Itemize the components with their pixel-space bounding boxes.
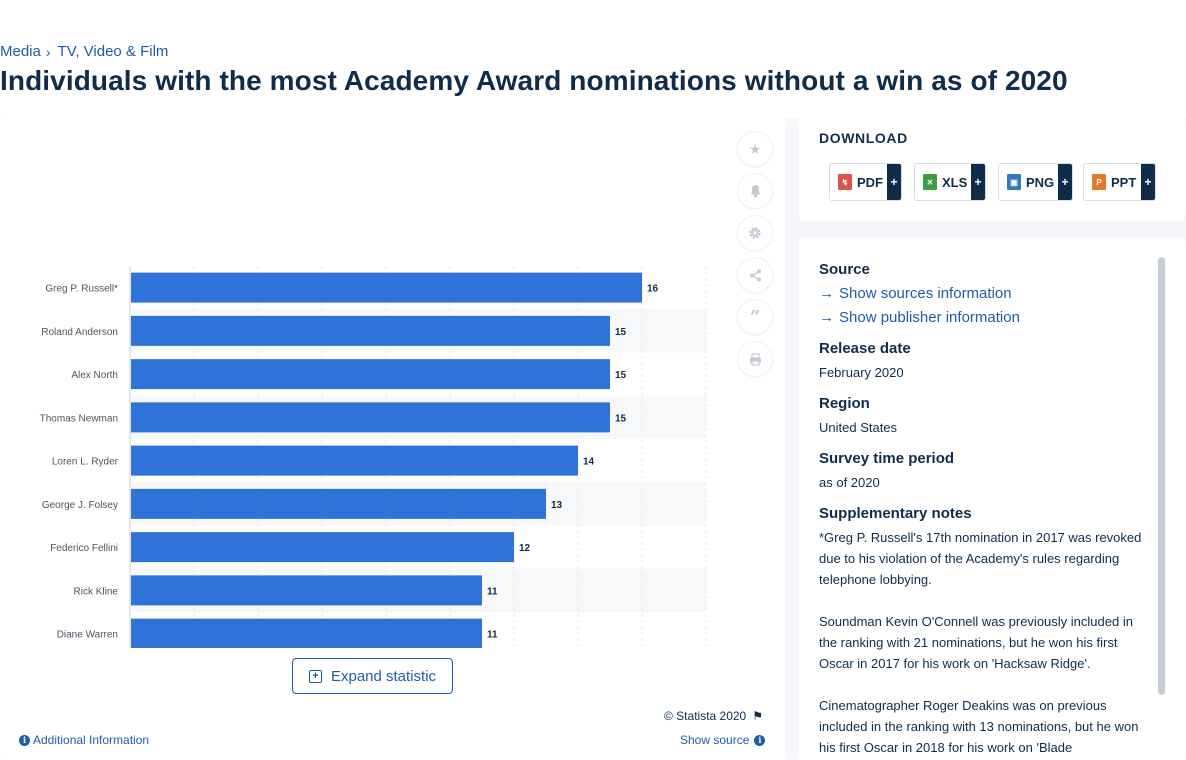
png-file-icon: ▣ xyxy=(1007,174,1021,190)
bar xyxy=(131,618,482,648)
category-label: Rick Kline xyxy=(74,586,119,597)
show-publisher-link[interactable]: → Show publisher information xyxy=(819,305,1149,329)
additional-information-label: Additional Information xyxy=(33,733,150,747)
data-label: 16 xyxy=(647,284,659,295)
download-ppt-button[interactable]: P PPT + xyxy=(1083,163,1156,201)
download-panel: DOWNLOAD ↯ PDF + ✕ XLS + ▣ PNG + P PPT + xyxy=(799,118,1185,221)
header-area xyxy=(0,0,1186,118)
show-publisher-label: Show publisher information xyxy=(839,308,1020,326)
bar xyxy=(131,575,482,606)
xls-file-icon: ✕ xyxy=(923,174,937,190)
data-label: 11 xyxy=(487,586,498,597)
breadcrumb-separator: › xyxy=(45,43,51,60)
quote-icon[interactable]: ” xyxy=(738,300,772,334)
supplementary-note: Cinematographer Roger Deakins was on pre… xyxy=(819,698,1139,755)
data-label: 11 xyxy=(487,630,498,641)
page-title: Individuals with the most Academy Award … xyxy=(0,65,1068,96)
expand-statistic-label: Expand statistic xyxy=(330,667,437,685)
plus-icon: + xyxy=(887,164,901,200)
breadcrumb-item-tv-video-film[interactable]: TV, Video & Film xyxy=(57,43,169,60)
chart-toolbar: ★ ” xyxy=(738,132,772,384)
data-label: 15 xyxy=(615,413,627,424)
breadcrumb: Media › TV, Video & Film xyxy=(0,43,168,60)
category-label: Greg P. Russell* xyxy=(45,284,118,295)
show-source-label: Show source xyxy=(680,733,750,747)
data-label: 14 xyxy=(583,457,595,468)
additional-information-link[interactable]: i Additional Information xyxy=(19,733,149,747)
data-label: 12 xyxy=(519,543,531,554)
copyright-text: © Statista 2020 xyxy=(664,709,747,723)
plus-icon: + xyxy=(1058,164,1072,200)
star-icon[interactable]: ★ xyxy=(738,132,772,166)
category-label: Thomas Newman xyxy=(40,413,118,424)
bar xyxy=(131,359,610,390)
gear-icon[interactable] xyxy=(738,216,772,250)
category-label: Loren L. Ryder xyxy=(52,457,119,468)
arrow-right-icon: → xyxy=(819,284,834,302)
plus-square-icon: + xyxy=(308,669,322,683)
show-source-link[interactable]: Show source i xyxy=(680,733,766,747)
plus-icon: + xyxy=(1141,164,1155,200)
download-xls-button[interactable]: ✕ XLS + xyxy=(914,163,986,201)
copyright: © Statista 2020 ⚑ xyxy=(664,709,763,723)
download-png-label: PNG xyxy=(1026,174,1055,190)
statistic-info-panel: Source → Show sources information → Show… xyxy=(799,237,1185,760)
supplementary-note: *Greg P. Russell's 17th nomination in 20… xyxy=(819,530,1142,587)
category-label: George J. Folsey xyxy=(42,500,118,511)
pdf-file-icon: ↯ xyxy=(838,174,852,190)
print-icon[interactable] xyxy=(738,342,772,376)
show-sources-label: Show sources information xyxy=(839,284,1012,302)
category-label: Diane Warren xyxy=(57,630,118,641)
release-date-value: February 2020 xyxy=(819,365,904,380)
survey-period-value: as of 2020 xyxy=(819,475,880,490)
supplementary-note: Soundman Kevin O'Connell was previously … xyxy=(819,614,1133,671)
release-date-heading: Release date xyxy=(819,340,911,357)
bar-chart: 16 Greg P. Russell* 15 Roland Anderson 15 Ale… xyxy=(40,266,707,648)
region-heading: Region xyxy=(819,395,870,412)
bar xyxy=(131,315,610,346)
expand-statistic-button[interactable]: + Expand statistic xyxy=(292,658,453,694)
category-label: Roland Anderson xyxy=(41,327,118,338)
bar xyxy=(131,272,642,303)
bar xyxy=(131,445,578,476)
download-pdf-button[interactable]: ↯ PDF + xyxy=(829,163,902,201)
arrow-right-icon: → xyxy=(819,308,834,326)
source-heading: Source xyxy=(819,261,870,278)
bar xyxy=(131,402,610,433)
ppt-file-icon: P xyxy=(1092,174,1106,190)
region-value: United States xyxy=(819,420,898,435)
show-sources-link[interactable]: → Show sources information xyxy=(819,281,1149,305)
bell-icon[interactable] xyxy=(738,174,772,208)
bar xyxy=(131,488,546,519)
chart-card: 16 Greg P. Russell* 15 Roland Anderson 15 Ale… xyxy=(0,118,785,760)
plus-icon: + xyxy=(971,164,985,200)
download-title: DOWNLOAD xyxy=(819,130,908,146)
download-png-button[interactable]: ▣ PNG + xyxy=(998,163,1073,201)
category-label: Federico Fellini xyxy=(50,543,118,554)
supplementary-notes-heading: Supplementary notes xyxy=(819,505,972,522)
download-xls-label: XLS xyxy=(942,174,968,190)
data-label: 15 xyxy=(615,327,627,338)
bar xyxy=(131,532,514,563)
download-pdf-label: PDF xyxy=(857,174,883,190)
breadcrumb-item-media[interactable]: Media xyxy=(0,43,41,60)
category-label: Alex North xyxy=(71,370,118,381)
scrollbar[interactable] xyxy=(1158,257,1165,695)
share-icon[interactable] xyxy=(738,258,772,292)
survey-period-heading: Survey time period xyxy=(819,450,955,467)
info-icon: i xyxy=(754,734,766,746)
data-label: 13 xyxy=(551,500,563,511)
download-ppt-label: PPT xyxy=(1111,174,1137,190)
data-label: 15 xyxy=(615,370,627,381)
info-icon: i xyxy=(19,734,30,746)
flag-icon[interactable]: ⚑ xyxy=(752,709,763,723)
